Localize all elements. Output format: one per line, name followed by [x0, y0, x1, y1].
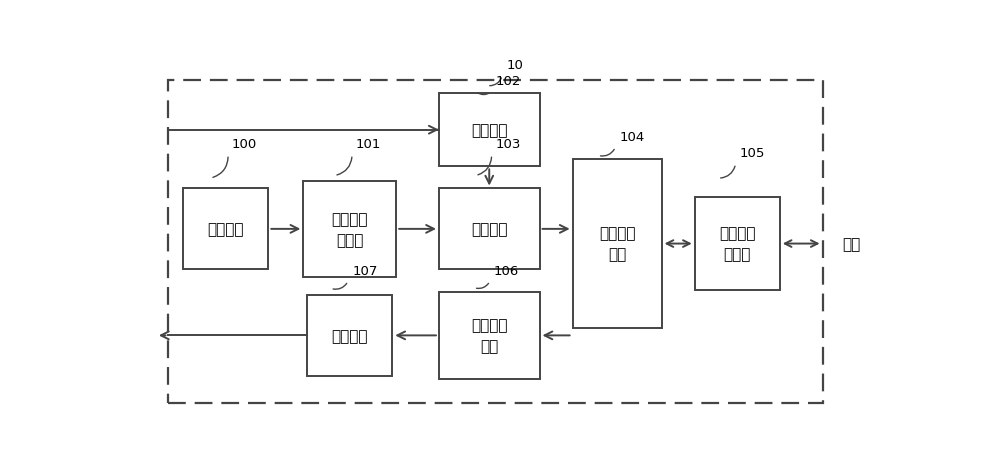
- Bar: [439, 189, 540, 270]
- Text: 第二光处
理模块: 第二光处 理模块: [719, 226, 756, 262]
- Text: 波分复用
模块: 波分复用 模块: [599, 226, 635, 262]
- Text: 放大模块: 放大模块: [332, 328, 368, 343]
- Bar: [303, 182, 396, 277]
- Text: 光电转换
模块: 光电转换 模块: [471, 317, 508, 354]
- Text: 107: 107: [352, 264, 377, 277]
- Text: 104: 104: [619, 130, 645, 143]
- Text: 光纤: 光纤: [842, 237, 860, 251]
- Bar: [695, 198, 780, 291]
- Text: 102: 102: [495, 75, 521, 88]
- Bar: [183, 189, 268, 270]
- Text: 101: 101: [356, 138, 381, 150]
- Text: 发光模块: 发光模块: [208, 222, 244, 237]
- Bar: [307, 295, 392, 376]
- Bar: [168, 81, 822, 404]
- Text: 105: 105: [740, 147, 765, 160]
- Bar: [439, 94, 540, 167]
- Bar: [573, 160, 662, 328]
- Text: 第一光处
理模块: 第一光处 理模块: [332, 211, 368, 248]
- Text: 100: 100: [232, 138, 257, 150]
- Text: 驱动模块: 驱动模块: [471, 123, 508, 138]
- Text: 106: 106: [494, 264, 519, 277]
- Text: 103: 103: [495, 138, 521, 150]
- Text: 调制模块: 调制模块: [471, 222, 508, 237]
- Bar: [439, 293, 540, 379]
- Text: 10: 10: [506, 59, 523, 72]
